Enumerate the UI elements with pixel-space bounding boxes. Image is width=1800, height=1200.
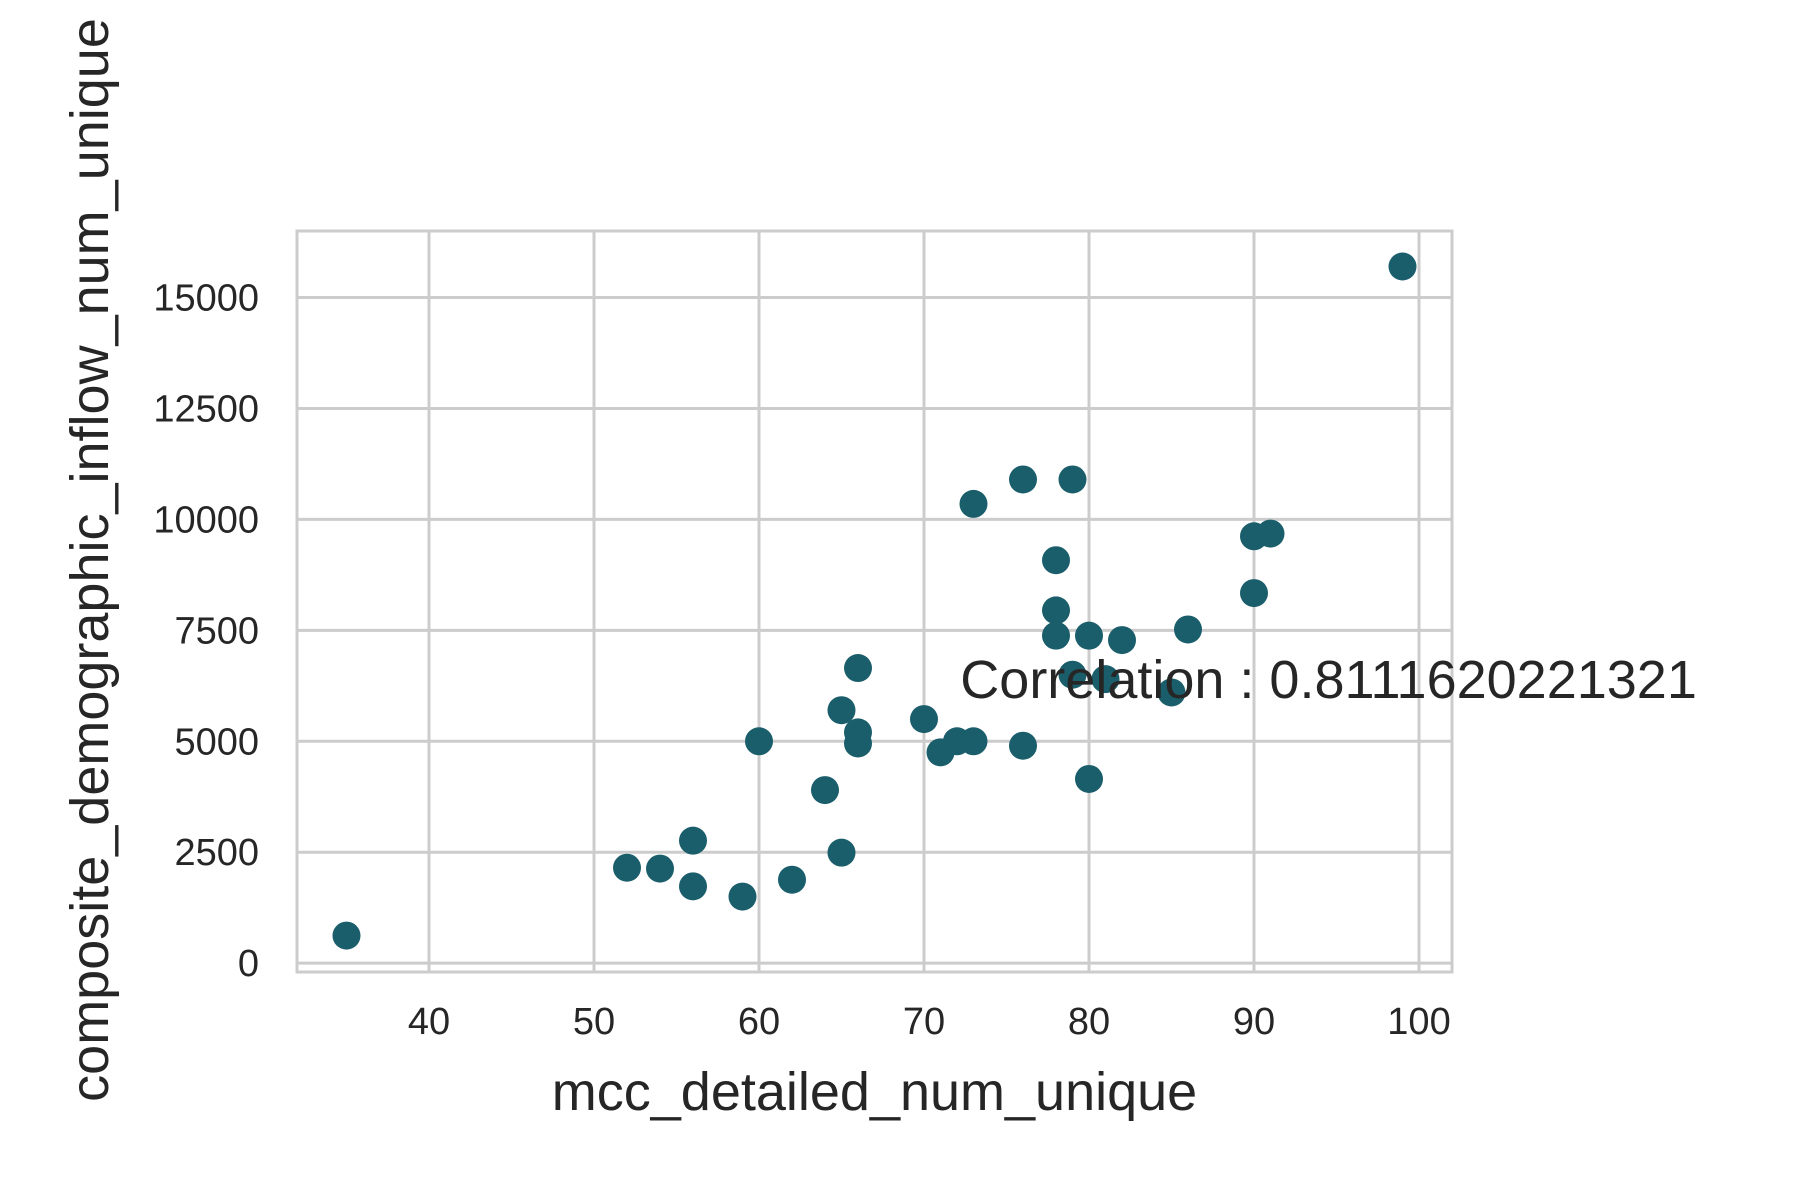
scatter-point [1157,678,1186,707]
scatter-point [778,865,806,894]
scatter-point [613,853,641,882]
plot-frame [295,229,1454,974]
scatter-point [1042,546,1070,575]
x-tick-label: 40 [408,1001,450,1043]
scatter-point [827,696,856,725]
scatter-point [844,654,872,683]
scatter-point [1256,519,1285,548]
scatter-point [1075,764,1103,793]
x-tick-labels: 40 50 60 70 80 90 100 [408,1001,1451,1043]
y-tick-label: 5000 [174,721,259,763]
x-tick-label: 100 [1387,1001,1450,1043]
scatter-point [959,489,988,518]
scatter-point [811,776,839,805]
x-axis-label: mcc_detailed_num_unique [552,1062,1197,1122]
data-points [332,252,1417,950]
y-tick-labels: 0 2500 5000 7500 10000 12500 15000 [153,278,259,986]
scatter-point [1042,596,1070,625]
scatter-point [1009,731,1037,760]
scatter-point [959,727,988,756]
scatter-point [1058,465,1087,494]
y-tick-label: 0 [238,943,259,985]
x-tick-label: 50 [573,1001,615,1043]
scatter-point [745,727,773,756]
scatter-point [1174,615,1202,644]
grid-lines [297,231,1452,972]
x-tick-label: 90 [1233,1001,1275,1043]
scatter-point [679,872,707,901]
scatter-point [1042,621,1070,650]
scatter-point [1009,465,1037,494]
x-tick-label: 60 [738,1001,780,1043]
scatter-point [1108,626,1136,655]
y-tick-label: 2500 [174,832,259,874]
scatter-point [1075,621,1103,650]
scatter-point [728,882,757,911]
scatter-point [1388,252,1417,281]
scatter-point [1058,660,1087,689]
scatter-point [646,854,674,883]
x-tick-label: 80 [1068,1001,1110,1043]
scatter-point [1091,665,1120,694]
y-tick-label: 7500 [174,610,259,652]
correlation-annotation: Correlation : 0.8111620221321 [960,650,1697,710]
scatter-point [910,705,938,734]
scatter-point [679,826,707,855]
scatter-point [827,838,856,867]
x-tick-label: 70 [903,1001,945,1043]
y-tick-label: 12500 [153,388,259,430]
y-tick-label: 10000 [153,499,259,541]
scatter-point [844,729,872,758]
scatter-point [1240,579,1268,608]
y-axis-label: composite_demographic_inflow_num_unique [60,18,120,1102]
scatter-point [332,921,361,950]
y-tick-label: 15000 [153,278,259,320]
